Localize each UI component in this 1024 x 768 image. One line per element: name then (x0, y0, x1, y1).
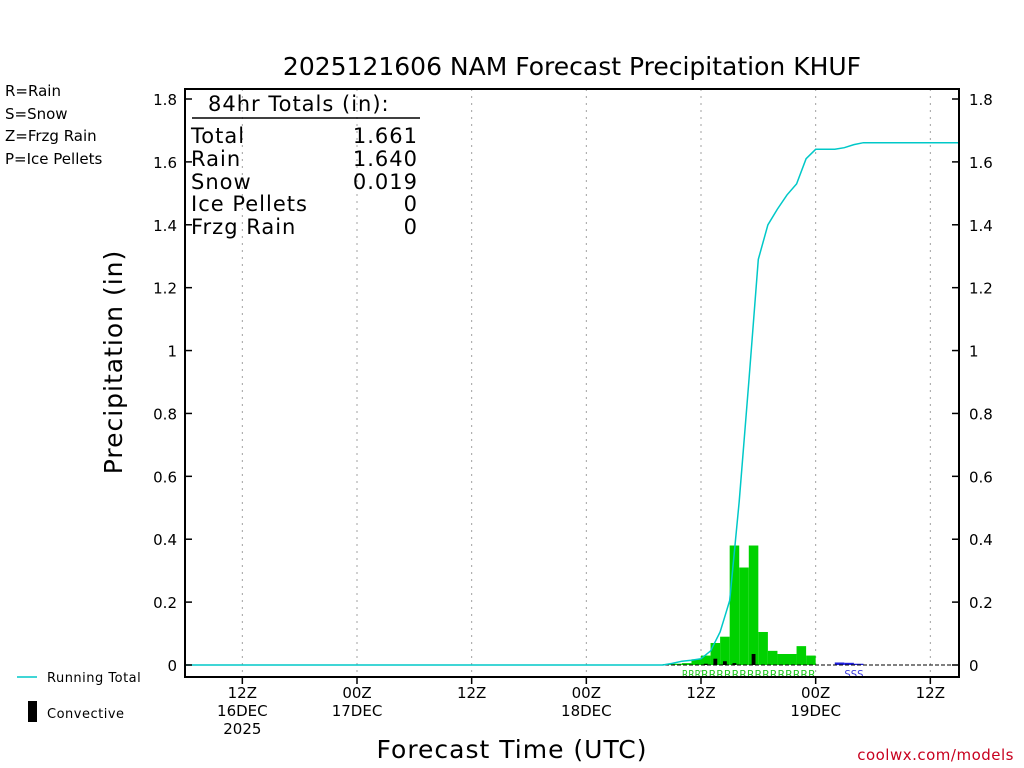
snow-bar-2 (853, 663, 864, 665)
totals-snow-label: Snow (191, 170, 252, 194)
x-tick-label-2-0: 12Z (457, 684, 486, 702)
totals-rain-value: 1.640 (353, 147, 418, 171)
y-tick-label-right-2: 0.4 (969, 531, 993, 549)
totals-ice-value: 0 (404, 192, 418, 216)
x-tick-label-3-0: 00Z (572, 684, 601, 702)
x-axis-title: Forecast Time (UTC) (377, 735, 648, 764)
x-tick-label-5-0: 00Z (801, 684, 830, 702)
y-tick-label-left-7: 1.4 (153, 217, 177, 235)
line-legend: Running Total Convective (17, 671, 141, 722)
type-strip-label-0: RRR (682, 668, 701, 681)
x-tick-label-5-1: 19DEC (790, 702, 841, 720)
totals-frzg-value: 0 (404, 215, 418, 239)
y-tick-label-right-5: 1 (969, 343, 979, 361)
convective-legend-label: Convective (47, 707, 125, 722)
y-tick-label-right-0: 0 (969, 657, 979, 675)
legend-rain: R=Rain (5, 82, 61, 100)
legend-ice-pellets: P=Ice Pellets (5, 150, 102, 168)
x-tick-label-4-0: 12Z (686, 684, 715, 702)
totals-rain-label: Rain (191, 147, 241, 171)
y-tick-label-right-4: 0.8 (969, 405, 993, 423)
convective-bar-2 (722, 661, 727, 665)
convective-bar-0 (703, 663, 708, 665)
y-tick-label-right-6: 1.2 (969, 280, 993, 298)
convective-bar-4 (751, 653, 756, 665)
credit-text: coolwx.com/models (857, 746, 1014, 764)
rain-bar-1 (672, 663, 682, 665)
rain-bar-3 (691, 659, 701, 665)
rain-bar-5 (710, 642, 721, 665)
totals-total-value: 1.661 (353, 124, 418, 148)
y-tick-label-right-9: 1.8 (969, 91, 993, 109)
rain-bar-4 (701, 655, 711, 665)
snow-bar-1 (844, 662, 854, 665)
rain-bar-11 (767, 650, 778, 665)
y-tick-label-left-5: 1 (167, 343, 177, 361)
totals-snow-value: 0.019 (353, 170, 418, 194)
bars (662, 545, 864, 666)
totals-header: 84hr Totals (in): (208, 92, 390, 116)
rain-bar-13 (787, 653, 797, 665)
rain-bar-14 (796, 646, 807, 665)
x-tick-label-1-1: 17DEC (332, 702, 383, 720)
rain-bar-10 (758, 631, 768, 665)
chart-title: 2025121606 NAM Forecast Precipitation KH… (283, 52, 861, 81)
rain-bar-15 (806, 655, 816, 665)
x-tick-label-1-0: 00Z (342, 684, 371, 702)
rain-bar-12 (777, 653, 787, 665)
precip-type-strip: RRR RRRRRRRRRRRRRRR SSS (682, 668, 864, 681)
totals-box: 84hr Totals (in): Total 1.661 Rain 1.640… (190, 92, 420, 239)
y-tick-label-left-2: 0.4 (153, 531, 177, 549)
y-tick-label-left-6: 1.2 (153, 280, 177, 298)
rain-bar-2 (681, 663, 692, 665)
y-tick-label-right-7: 1.4 (969, 217, 993, 235)
x-tick-label-6-0: 12Z (916, 684, 945, 702)
type-strip-label-2: SSS (844, 668, 863, 681)
x-tick-label-0-0: 12Z (228, 684, 257, 702)
x-tick-label-0-2: 2025 (223, 720, 261, 738)
plot-frame (184, 88, 960, 678)
grid-lines (241, 89, 931, 677)
convective-bar-1 (713, 658, 718, 665)
precip-type-legend: R=Rain S=Snow Z=Frzg Rain P=Ice Pellets (5, 82, 102, 168)
totals-total-label: Total (190, 124, 245, 148)
y-tick-label-right-3: 0.6 (969, 468, 993, 486)
x-tick-label-3-1: 18DEC (561, 702, 612, 720)
y-tick-label-left-4: 0.8 (153, 405, 177, 423)
convective-legend-swatch (28, 701, 37, 722)
totals-ice-label: Ice Pellets (191, 192, 308, 216)
running-total-line (185, 141, 959, 666)
running-total-legend-label: Running Total (47, 671, 141, 686)
y-tick-label-left-3: 0.6 (153, 468, 177, 486)
legend-frzg-rain: Z=Frzg Rain (5, 127, 97, 145)
rain-bar-8 (739, 567, 749, 665)
rain-bar-6 (720, 636, 730, 665)
y-axis: 0 00.2 0.20.4 0.40.6 0.60.8 0.81 11.2 1.21.4 1.4… (153, 91, 993, 675)
totals-frzg-label: Frzg Rain (191, 215, 296, 239)
y-tick-label-left-8: 1.6 (153, 154, 177, 172)
x-tick-label-0-1: 16DEC (217, 702, 268, 720)
y-tick-label-left-0: 0 (167, 657, 177, 675)
convective-bar-3 (732, 663, 737, 665)
rain-bar-7 (729, 545, 740, 665)
series (185, 141, 959, 666)
y-tick-label-left-1: 0.2 (153, 594, 177, 612)
y-tick-label-right-1: 0.2 (969, 594, 993, 612)
snow-bar-0 (834, 662, 845, 665)
y-tick-label-right-8: 1.6 (969, 154, 993, 172)
rain-bar-9 (748, 545, 759, 665)
y-tick-label-left-9: 1.8 (153, 91, 177, 109)
type-strip-label-1: RRRRRRRRRRRRRRR (701, 668, 816, 681)
legend-snow: S=Snow (5, 105, 68, 123)
y-axis-title: Precipitation (in) (99, 250, 128, 475)
